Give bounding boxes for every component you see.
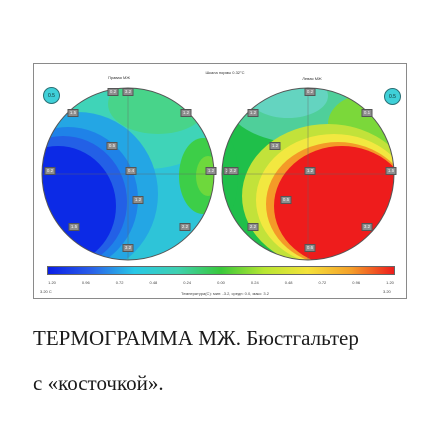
colorbar-tick-label: 0.24	[250, 280, 259, 285]
measurement-point: 2.2	[227, 167, 239, 175]
right-breast-title: Левая МЖ	[302, 76, 322, 81]
left-badge-icon: 0.5	[43, 87, 60, 104]
colorbar-tick-label: 0.24	[183, 280, 192, 285]
measurement-point: 0.1	[361, 109, 373, 117]
measurement-point: 0.5	[280, 196, 292, 204]
measurement-point: 0.2	[304, 88, 316, 96]
temperature-stats: Температура(С): мин: -3.2, средн: 0.0, м…	[181, 291, 269, 296]
colorbar-ticks: 1.20 0.96 0.72 0.48 0.24 0.00 0.24 0.48 0.72 0.96…	[48, 280, 394, 286]
measurement-point: 1.2	[269, 142, 281, 150]
right-badge-icon: 0.5	[384, 88, 401, 105]
measurement-point: 1.5	[68, 223, 80, 231]
measurement-point: 1.5	[385, 167, 397, 175]
measurement-point: 2.2	[179, 223, 191, 231]
colorbar-tick-label: 0.96	[81, 280, 90, 285]
measurement-point: 2.2	[247, 223, 259, 231]
caption-title: ТЕРМОГРАММА МЖ. Бюстгальтер	[33, 326, 359, 350]
measurement-point: 1.2	[247, 109, 259, 117]
measurement-point: 0.6	[304, 244, 316, 252]
colorbar-tick-label: 0.00	[217, 280, 225, 285]
colorbar-tick-label: 1.20	[48, 280, 56, 285]
colorbar-tick-label: 0.72	[318, 280, 327, 285]
measurement-point: 1.2	[205, 167, 217, 175]
measurement-point: 0.5	[106, 142, 118, 150]
colorbar-tick-label: 0.96	[352, 280, 361, 285]
temperature-colorbar	[47, 266, 395, 275]
colorbar-min-label: 3.20 С	[40, 289, 52, 294]
measurement-point: 3.2	[361, 223, 373, 231]
measurement-point: 0.2	[107, 88, 119, 96]
scale-caption: Шкала нормы 0.32°C	[205, 70, 245, 75]
colorbar-tick-label: 0.48	[149, 280, 158, 285]
colorbar-max-label: 3.20	[383, 289, 391, 294]
measurement-point: 3.2	[122, 244, 134, 252]
left-breast-title: Правая МЖ	[108, 75, 130, 80]
colorbar-tick-label: 0.72	[115, 280, 124, 285]
measurement-point: 1.2	[180, 109, 192, 117]
colorbar-tick-label: 1.20	[386, 280, 394, 285]
measurement-point: 0.2	[44, 167, 56, 175]
colorbar-tick-label: 0.48	[284, 280, 293, 285]
measurement-point: 1.2	[132, 196, 144, 204]
measurement-point: 0.4	[125, 167, 137, 175]
measurement-point: 1.2	[304, 167, 316, 175]
caption-subtitle: с «косточкой».	[33, 371, 164, 395]
measurement-point: 1.5	[67, 109, 79, 117]
right-breast-heatmap	[221, 87, 395, 261]
measurement-point: 3.2	[122, 88, 134, 96]
